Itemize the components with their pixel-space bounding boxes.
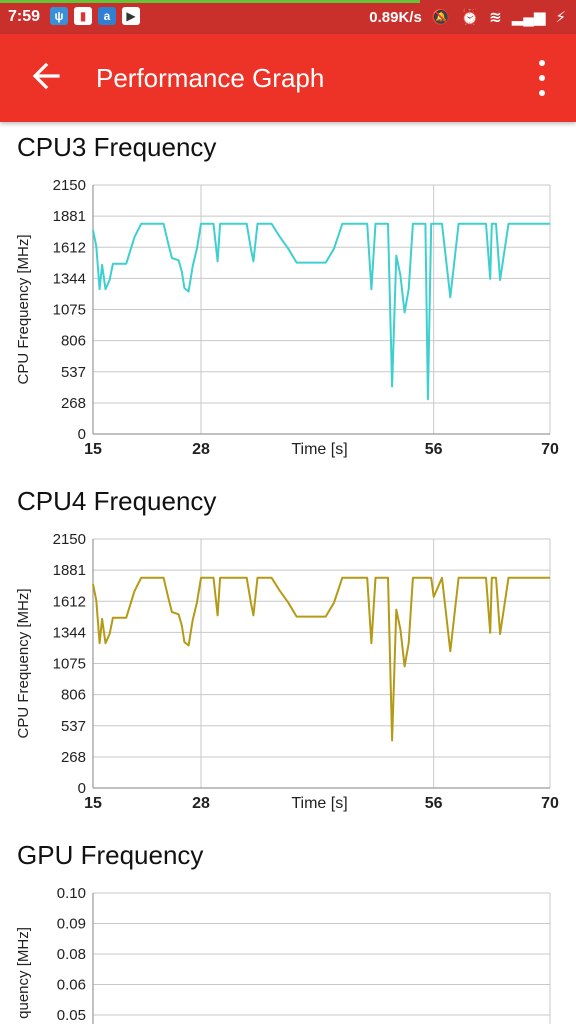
app-bar: Performance Graph [0, 34, 576, 122]
alarm-icon: ⏰ [460, 9, 480, 26]
y-tick-label: 2150 [53, 531, 86, 548]
cpu4-frequency-chart: 0 268 537 806 1075 1344 1612 1881 2150 15 28 56 70 Ti… [15, 531, 559, 812]
overflow-menu-button[interactable] [530, 60, 554, 96]
y-tick-label: 1612 [53, 239, 86, 256]
battery-charging-icon: ⚡ [555, 9, 566, 26]
series-line [92, 576, 550, 742]
status-time: 7:59 [8, 8, 41, 25]
y-tick-label: 1075 [53, 656, 86, 673]
x-tick-label: 70 [541, 795, 559, 812]
y-tick-label: 0 [78, 780, 86, 797]
x-axis-label: Time [s] [291, 441, 347, 458]
cpu3-section-title: CPU3 Frequency [17, 132, 217, 162]
status-right: 0.89K/s 🔕 ⏰ ≋ ▂▄▆ ⚡ [369, 8, 566, 27]
y-tick-label: 0.06 [57, 977, 86, 994]
x-axis-label: Time [s] [291, 795, 347, 812]
y-axis-label: quency [MHz] [15, 927, 32, 1019]
status-accent-line [0, 0, 420, 3]
mute-icon: 🔕 [431, 9, 451, 26]
series-line [92, 222, 550, 401]
net-speed: 0.89K/s [369, 8, 422, 26]
arrow-left-icon [32, 62, 60, 90]
y-tick-label: 806 [61, 687, 86, 704]
y-tick-label: 0.05 [57, 1007, 86, 1024]
cpu4-section-title: CPU4 Frequency [17, 486, 217, 516]
y-tick-label: 537 [61, 718, 86, 735]
more-vert-icon [539, 60, 545, 66]
y-tick-label: 1881 [53, 208, 86, 225]
x-tick-label: 70 [541, 441, 559, 458]
usb-icon: ψ [50, 7, 68, 25]
y-tick-label: 537 [61, 364, 86, 381]
amazon-icon: a [98, 7, 116, 25]
cpu3-frequency-chart: 0 268 537 806 1075 1344 1612 1881 2150 15 28 56 70 Ti… [15, 177, 559, 458]
x-tick-label: 28 [192, 441, 210, 458]
y-tick-label: 0.10 [57, 885, 86, 902]
x-tick-label: 56 [425, 441, 443, 458]
play-store-icon: ▶ [122, 7, 140, 25]
y-tick-label: 0 [78, 426, 86, 443]
status-bar: 7:59 ψ ▮ a ▶ 0.89K/s 🔕 ⏰ ≋ ▂▄▆ ⚡ [0, 0, 576, 34]
y-tick-label: 1881 [53, 562, 86, 579]
signal-icon: ▂▄▆ [511, 9, 546, 26]
y-tick-label: 2150 [53, 177, 86, 194]
y-tick-label: 1075 [53, 302, 86, 319]
y-axis-label: CPU Frequency [MHz] [15, 588, 32, 738]
x-tick-label: 15 [84, 795, 102, 812]
x-tick-label: 56 [425, 795, 443, 812]
y-tick-label: 268 [61, 395, 86, 412]
gpu-section-title: GPU Frequency [17, 840, 204, 870]
back-button[interactable] [28, 56, 68, 96]
page-title: Performance Graph [96, 63, 325, 93]
y-tick-label: 0.09 [57, 916, 86, 933]
y-tick-label: 268 [61, 749, 86, 766]
x-tick-label: 28 [192, 795, 210, 812]
gpu-frequency-chart: 0.10 0.09 0.08 0.06 0.05 quency [MHz] [15, 885, 551, 1024]
menu-dot [539, 90, 545, 96]
wifi-icon: ≋ [489, 9, 502, 26]
y-tick-label: 1344 [53, 270, 86, 287]
y-tick-label: 1344 [53, 624, 86, 641]
y-tick-label: 1612 [53, 593, 86, 610]
y-axis-label: CPU Frequency [MHz] [15, 234, 32, 384]
y-tick-label: 0.08 [57, 946, 86, 963]
flag-icon: ▮ [74, 7, 92, 25]
y-tick-label: 806 [61, 333, 86, 350]
menu-dot [539, 75, 545, 81]
x-tick-label: 15 [84, 441, 102, 458]
notification-icons: ψ ▮ a ▶ [50, 7, 140, 25]
